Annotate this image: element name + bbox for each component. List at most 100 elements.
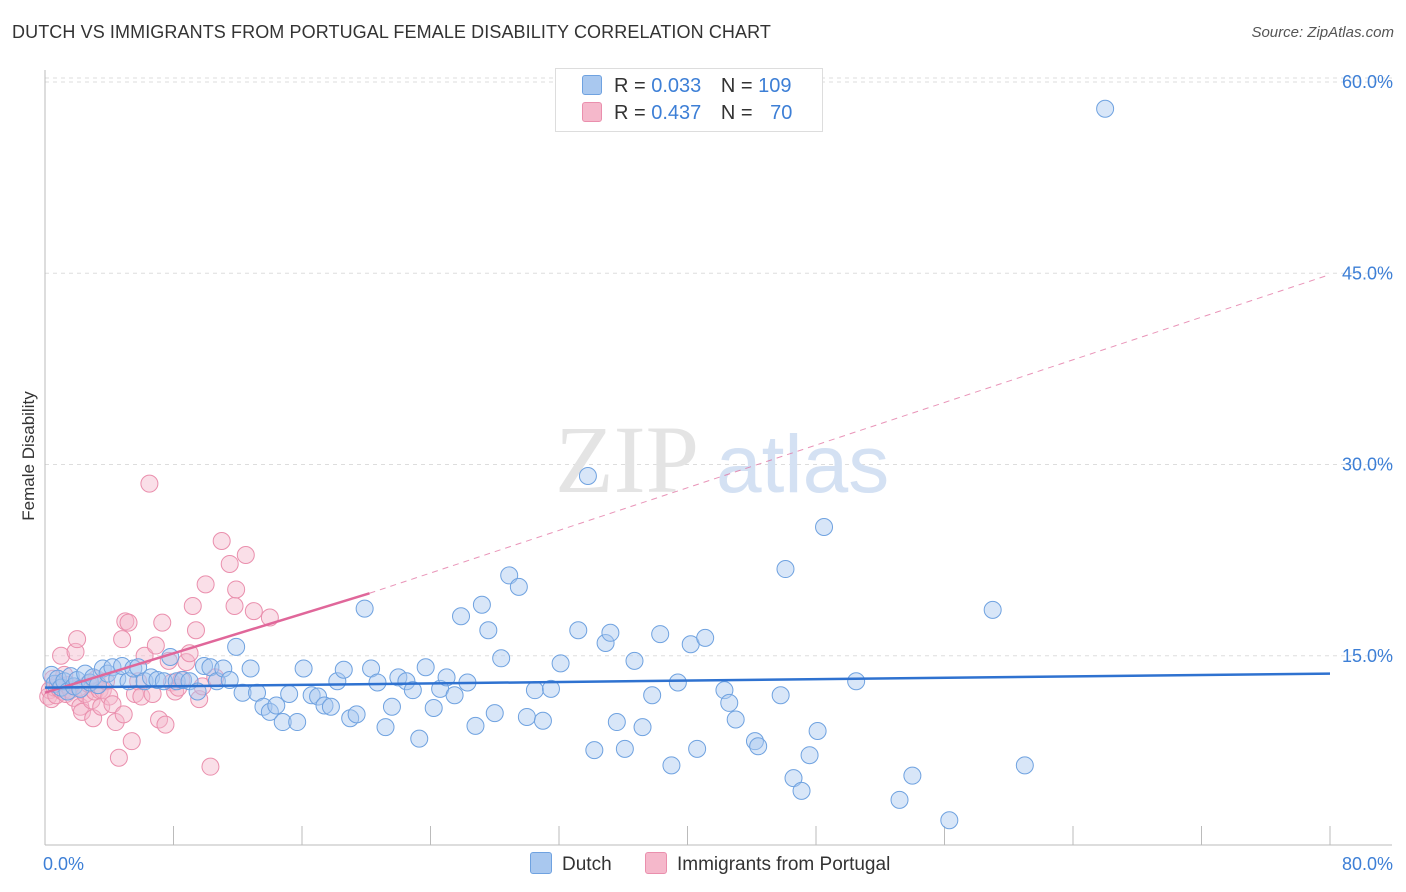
dutch-point bbox=[890, 790, 909, 809]
legend-n-value: 70 bbox=[770, 102, 793, 124]
portugal-point bbox=[119, 613, 138, 632]
dutch-point bbox=[784, 769, 803, 788]
dutch-trend-line bbox=[44, 672, 1331, 689]
dutch-point bbox=[1015, 756, 1034, 775]
dutch-point bbox=[726, 710, 745, 729]
dutch-point bbox=[525, 681, 544, 700]
watermark-atlas: atlas bbox=[716, 419, 889, 510]
dutch-point bbox=[280, 685, 299, 703]
dutch-point bbox=[500, 566, 519, 585]
x-tick-label-min: 0.0% bbox=[43, 854, 84, 874]
dutch-point bbox=[662, 756, 681, 775]
bottom-legend-dutch-label: Dutch bbox=[562, 854, 612, 875]
dutch-point bbox=[241, 659, 260, 678]
dutch-point bbox=[615, 739, 634, 758]
dutch-point bbox=[749, 737, 768, 756]
legend-r-value: 0.437 bbox=[651, 102, 702, 124]
dutch-point bbox=[288, 713, 307, 732]
dutch-point bbox=[227, 637, 246, 656]
dutch-point bbox=[720, 693, 739, 712]
dutch-point bbox=[485, 704, 504, 723]
watermark: ZIP atlas bbox=[555, 406, 889, 513]
dutch-point bbox=[745, 732, 764, 751]
dutch-point bbox=[403, 681, 422, 700]
dutch-point bbox=[479, 621, 498, 640]
portugal-point bbox=[109, 748, 128, 767]
dutch-point bbox=[260, 702, 279, 721]
portugal-point bbox=[227, 580, 246, 599]
dutch-point bbox=[267, 696, 286, 715]
portugal-point bbox=[225, 597, 244, 616]
dutch-point bbox=[601, 623, 620, 642]
portugal-point bbox=[140, 474, 159, 493]
portugal-point bbox=[220, 554, 239, 573]
portugal-trend-line bbox=[44, 592, 370, 694]
chart-title: DUTCH VS IMMIGRANTS FROM PORTUGAL FEMALE… bbox=[12, 22, 771, 42]
axes bbox=[44, 70, 1392, 846]
source-label: Source: ZipAtlas.com bbox=[1251, 24, 1394, 41]
dutch-point bbox=[1096, 99, 1115, 118]
dutch-point bbox=[410, 729, 429, 748]
dutch-point bbox=[585, 741, 604, 760]
dutch-point bbox=[195, 656, 214, 675]
portugal-point bbox=[201, 757, 220, 776]
portugal-point bbox=[146, 636, 165, 655]
dutch-point bbox=[688, 739, 707, 758]
portugal-point bbox=[153, 613, 172, 632]
legend-n-label: N = bbox=[720, 75, 753, 97]
dutch-point bbox=[416, 658, 435, 677]
dutch-point bbox=[397, 672, 416, 691]
legend-row-portugal: R = 0.437 N = 70 bbox=[582, 102, 792, 125]
dutch-point bbox=[551, 654, 570, 673]
legend-swatch-dutch bbox=[582, 75, 602, 95]
grid-lines bbox=[45, 77, 1392, 657]
dutch-point bbox=[940, 811, 959, 830]
portugal-point bbox=[212, 532, 231, 550]
portugal-point bbox=[72, 702, 91, 721]
portugal-point bbox=[156, 715, 175, 734]
dutch-point bbox=[541, 679, 560, 698]
dutch-point bbox=[903, 766, 922, 785]
dutch-point bbox=[437, 668, 456, 687]
stats-legend: R = 0.033 N = 109 R = 0.437 N = 70 bbox=[555, 68, 823, 132]
dutch-point bbox=[334, 660, 353, 679]
dutch-point bbox=[382, 697, 401, 716]
bottom-legend-portugal-label: Immigrants from Portugal bbox=[677, 854, 891, 875]
dutch-point bbox=[452, 607, 471, 626]
dutch-point bbox=[315, 696, 334, 715]
portugal-point bbox=[244, 602, 263, 621]
dutch-point bbox=[517, 707, 536, 726]
legend-r-label: R = bbox=[614, 75, 646, 97]
dutch-point bbox=[214, 659, 233, 678]
legend-n-label: N = bbox=[720, 102, 753, 124]
portugal-point bbox=[114, 705, 133, 724]
portugal-point bbox=[52, 646, 71, 665]
dutch-point bbox=[445, 686, 464, 705]
portugal-point bbox=[132, 687, 151, 706]
dutch-point bbox=[815, 517, 834, 536]
portugal-point bbox=[196, 575, 215, 594]
portugal-point bbox=[103, 695, 122, 714]
legend-r-value: 0.033 bbox=[651, 75, 702, 97]
dutch-point bbox=[273, 713, 292, 732]
portugal-point bbox=[183, 597, 202, 616]
portugal-point bbox=[122, 732, 141, 751]
portugal-trend-dashed bbox=[369, 274, 1331, 594]
tick-labels: 15.0% 30.0% 45.0% 60.0% 0.0% 80.0% bbox=[43, 72, 1393, 874]
legend-n-value: 109 bbox=[758, 75, 792, 97]
dutch-point bbox=[376, 718, 395, 737]
dutch-point bbox=[321, 697, 340, 716]
y-tick-label: 15.0% bbox=[1342, 646, 1393, 666]
watermark-zip: ZIP bbox=[555, 406, 699, 513]
dutch-point bbox=[309, 687, 328, 706]
portugal-point bbox=[236, 546, 255, 565]
dutch-point bbox=[643, 686, 662, 705]
portugal-point bbox=[186, 621, 205, 640]
y-axis-label: Female Disability bbox=[19, 391, 38, 521]
dutch-point bbox=[983, 600, 1002, 619]
dutch-point bbox=[696, 628, 715, 647]
bottom-swatch-dutch bbox=[530, 852, 552, 874]
x-tick-label-max: 80.0% bbox=[1342, 854, 1393, 874]
portugal-point bbox=[68, 630, 87, 649]
dutch-point bbox=[651, 625, 670, 644]
